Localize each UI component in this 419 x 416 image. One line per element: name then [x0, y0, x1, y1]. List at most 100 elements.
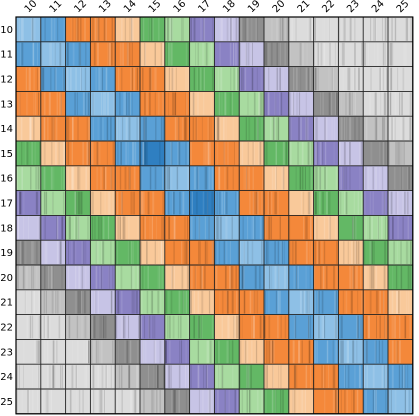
cell-texture [334, 315, 337, 339]
cell-texture [323, 390, 326, 413]
cell-texture [218, 191, 221, 215]
cell-texture [236, 315, 238, 339]
cell-texture [142, 18, 144, 41]
heatmap-cell [363, 17, 388, 42]
cell-texture [52, 340, 54, 364]
heatmap-cell [388, 215, 413, 241]
cell-texture [31, 241, 33, 264]
cell-texture [130, 266, 133, 289]
cell-texture [338, 18, 340, 41]
cell-texture [197, 315, 199, 339]
cell-texture [207, 142, 209, 165]
cell-texture [85, 241, 87, 264]
heatmap-cell [40, 389, 66, 414]
cell-texture [142, 142, 145, 165]
cell-texture [202, 191, 204, 215]
cell-texture [42, 191, 44, 215]
cell-texture [351, 216, 353, 240]
cell-texture [67, 42, 69, 66]
heatmap-cell [388, 339, 413, 365]
cell-texture [76, 191, 78, 215]
cell-texture [100, 390, 103, 413]
cell-texture [365, 266, 368, 289]
cell-texture [384, 142, 386, 165]
cell-texture [267, 241, 270, 264]
heatmap-cell [189, 66, 215, 92]
heatmap-cell [239, 240, 264, 265]
cell-texture [75, 266, 77, 289]
cell-texture [383, 117, 385, 140]
cell-texture [217, 117, 220, 140]
cell-texture [250, 216, 252, 240]
cell-texture [282, 18, 284, 41]
heatmap-cell [115, 314, 140, 340]
cell-texture [43, 117, 46, 140]
cell-texture [133, 390, 135, 413]
cell-texture [345, 166, 348, 190]
cell-texture [79, 42, 81, 66]
cell-texture [305, 241, 308, 264]
cell-texture [328, 92, 331, 116]
cell-texture [25, 67, 27, 91]
cell-texture [33, 266, 35, 289]
cell-texture [334, 42, 337, 66]
heatmap-cell [164, 314, 190, 340]
cell-texture [247, 216, 249, 240]
cell-texture [312, 191, 313, 215]
heatmap-cell [115, 215, 140, 241]
cell-texture [358, 117, 361, 140]
cell-texture [294, 241, 297, 264]
cell-texture [322, 18, 324, 41]
cell-texture [239, 42, 241, 66]
cell-texture [143, 315, 146, 339]
x-tick-label: 20 [271, 0, 288, 15]
x-tick-labels: 10 11 12 13 14 15 16 17 18 19 20 21 22 23 24 25 [23, 0, 412, 15]
heatmap-gridlines [15, 16, 414, 415]
cell-texture [87, 216, 89, 240]
cell-texture [322, 266, 325, 289]
cell-texture [50, 18, 53, 41]
cell-texture [60, 166, 63, 190]
cell-texture [352, 216, 354, 240]
cell-texture [187, 142, 189, 165]
cell-texture [339, 191, 342, 215]
cell-texture [403, 67, 406, 91]
cell-texture [100, 266, 103, 289]
cell-texture [105, 67, 108, 91]
cell-texture [209, 340, 212, 364]
cell-texture [279, 67, 281, 91]
cell-texture [93, 315, 96, 339]
cell-texture [305, 117, 307, 140]
cell-texture [268, 216, 271, 240]
cell-texture [132, 142, 134, 165]
cell-texture [272, 390, 274, 413]
cell-texture [94, 290, 96, 314]
cell-texture [79, 191, 82, 215]
cell-texture [404, 390, 406, 413]
cell-texture [224, 266, 227, 289]
cell-texture [389, 92, 392, 116]
cell-texture [211, 67, 214, 91]
cell-texture [99, 266, 102, 289]
cell-texture [307, 142, 310, 165]
cell-texture [254, 216, 256, 240]
cell-texture [185, 340, 187, 364]
cell-texture [104, 191, 106, 215]
cell-texture [157, 290, 159, 314]
cell-texture [332, 390, 335, 413]
cell-texture [98, 142, 101, 165]
cell-texture [265, 92, 268, 116]
cell-texture [172, 92, 174, 116]
cell-texture [180, 340, 183, 364]
cell-texture [148, 67, 151, 91]
cell-texture [315, 142, 317, 165]
cell-texture [253, 290, 256, 314]
cell-texture [22, 365, 24, 388]
cell-texture [210, 42, 212, 66]
cell-texture [399, 142, 401, 165]
cell-texture [177, 117, 179, 140]
cell-texture [33, 117, 35, 140]
cell-texture [110, 290, 112, 314]
heatmap-cell [388, 289, 413, 315]
